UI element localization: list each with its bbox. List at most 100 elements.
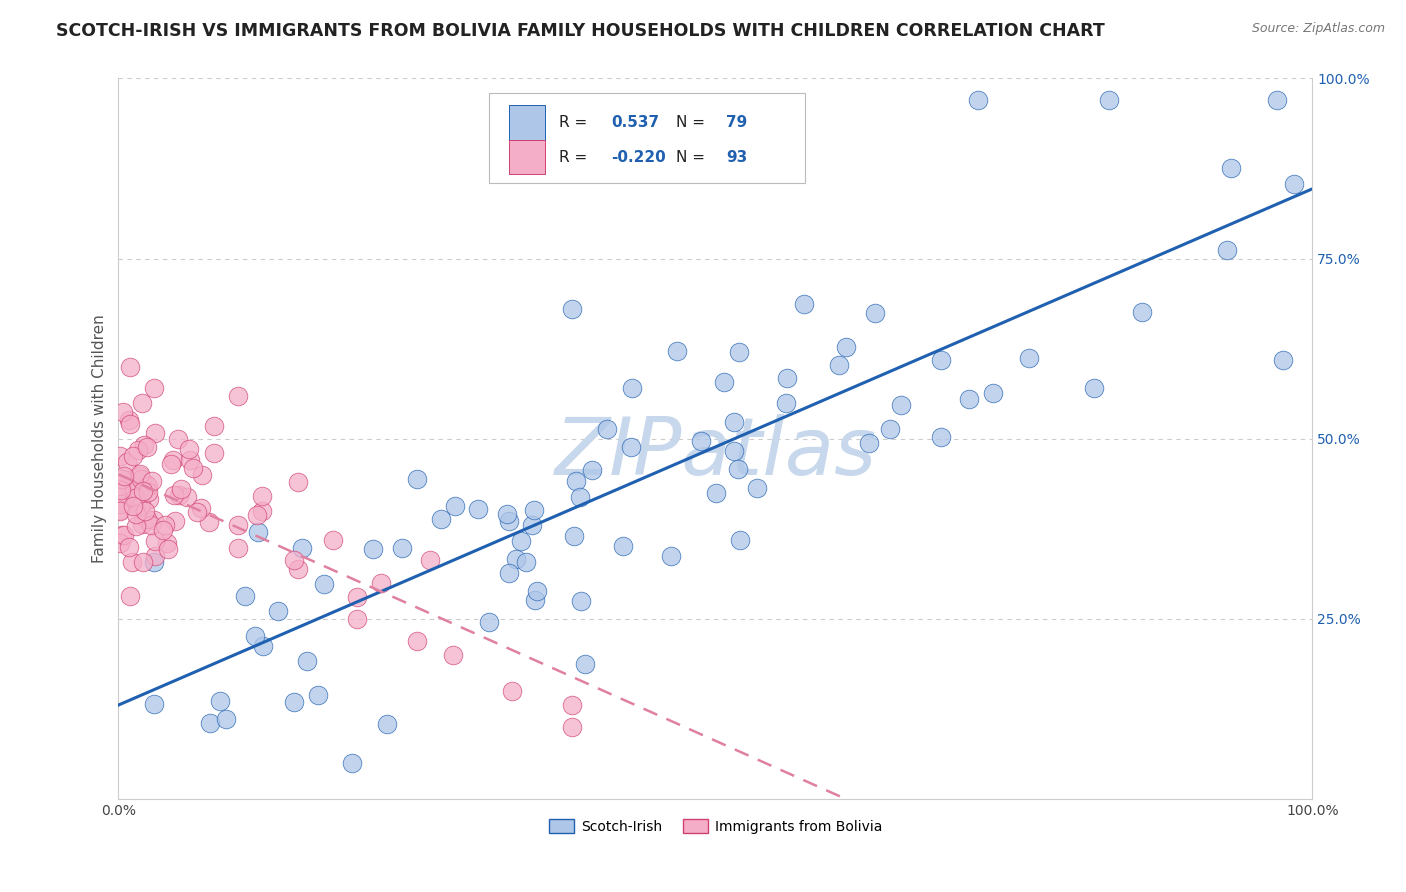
Point xyxy=(612,539,634,553)
Point xyxy=(143,426,166,441)
Point xyxy=(266,604,288,618)
Point xyxy=(125,519,148,533)
Point xyxy=(114,473,136,487)
Point xyxy=(526,583,548,598)
Point xyxy=(510,533,533,548)
Point xyxy=(723,444,745,458)
Point xyxy=(152,524,174,538)
Bar xyxy=(509,105,544,140)
Point xyxy=(728,533,751,547)
Text: Source: ZipAtlas.com: Source: ZipAtlas.com xyxy=(1251,22,1385,36)
Point xyxy=(142,697,165,711)
Point xyxy=(134,438,156,452)
Point xyxy=(561,698,583,713)
Point xyxy=(128,468,150,483)
Point xyxy=(1130,305,1153,319)
Point xyxy=(129,498,152,512)
Point xyxy=(141,474,163,488)
Point xyxy=(775,396,797,410)
Point xyxy=(340,756,363,771)
Point xyxy=(167,488,190,502)
Point xyxy=(202,446,225,460)
Point xyxy=(312,577,335,591)
Point xyxy=(496,507,519,521)
Text: N =: N = xyxy=(676,150,710,164)
Point xyxy=(132,483,155,498)
Point xyxy=(117,479,139,493)
Point xyxy=(142,513,165,527)
Point xyxy=(419,553,441,567)
Point xyxy=(406,472,429,486)
Point xyxy=(283,552,305,566)
Point xyxy=(498,566,520,581)
Point xyxy=(143,381,166,395)
Point xyxy=(561,720,583,734)
Point xyxy=(129,467,152,481)
Point xyxy=(143,549,166,564)
Point xyxy=(747,481,769,495)
Point xyxy=(165,514,187,528)
Point xyxy=(524,592,547,607)
Point xyxy=(246,525,269,540)
Point xyxy=(574,657,596,672)
Point xyxy=(561,302,583,317)
Point xyxy=(197,515,219,529)
Point xyxy=(141,517,163,532)
Point xyxy=(118,540,141,554)
Point xyxy=(565,474,588,488)
Point xyxy=(162,452,184,467)
Point xyxy=(136,484,159,499)
Point xyxy=(108,503,131,517)
Point xyxy=(879,422,901,436)
Point xyxy=(828,358,851,372)
Point xyxy=(727,462,749,476)
Point xyxy=(122,450,145,464)
Point xyxy=(135,440,157,454)
Point xyxy=(118,413,141,427)
Point xyxy=(429,512,451,526)
Point xyxy=(858,435,880,450)
Point xyxy=(665,343,688,358)
Point xyxy=(129,472,152,486)
Point xyxy=(562,529,585,543)
Point xyxy=(967,93,990,107)
Bar xyxy=(509,140,544,174)
Point xyxy=(112,469,135,483)
Point xyxy=(307,688,329,702)
Text: -0.220: -0.220 xyxy=(612,150,666,164)
Point xyxy=(361,542,384,557)
Point xyxy=(143,555,166,569)
Point xyxy=(728,345,751,359)
Text: R =: R = xyxy=(560,115,592,130)
Point xyxy=(957,392,980,406)
Y-axis label: Family Households with Children: Family Households with Children xyxy=(93,315,107,563)
Point xyxy=(143,534,166,549)
Point xyxy=(183,461,205,475)
Point xyxy=(138,491,160,506)
Point xyxy=(121,554,143,568)
Point xyxy=(153,518,176,533)
Point xyxy=(108,449,131,463)
Text: 0.537: 0.537 xyxy=(612,115,659,130)
Point xyxy=(1018,351,1040,366)
Point xyxy=(124,491,146,505)
Point xyxy=(120,359,142,374)
Point xyxy=(569,594,592,608)
Point xyxy=(250,490,273,504)
Point xyxy=(190,501,212,516)
Point xyxy=(346,612,368,626)
Point xyxy=(890,398,912,412)
Point xyxy=(136,479,159,493)
Point xyxy=(252,639,274,653)
Point xyxy=(122,483,145,498)
Point xyxy=(723,415,745,429)
Point xyxy=(134,504,156,518)
Point xyxy=(523,503,546,517)
Point xyxy=(322,533,344,547)
Text: 79: 79 xyxy=(725,115,748,130)
Point xyxy=(776,370,799,384)
Point xyxy=(111,472,134,486)
Point xyxy=(132,555,155,569)
Point xyxy=(981,386,1004,401)
Point xyxy=(515,555,537,569)
